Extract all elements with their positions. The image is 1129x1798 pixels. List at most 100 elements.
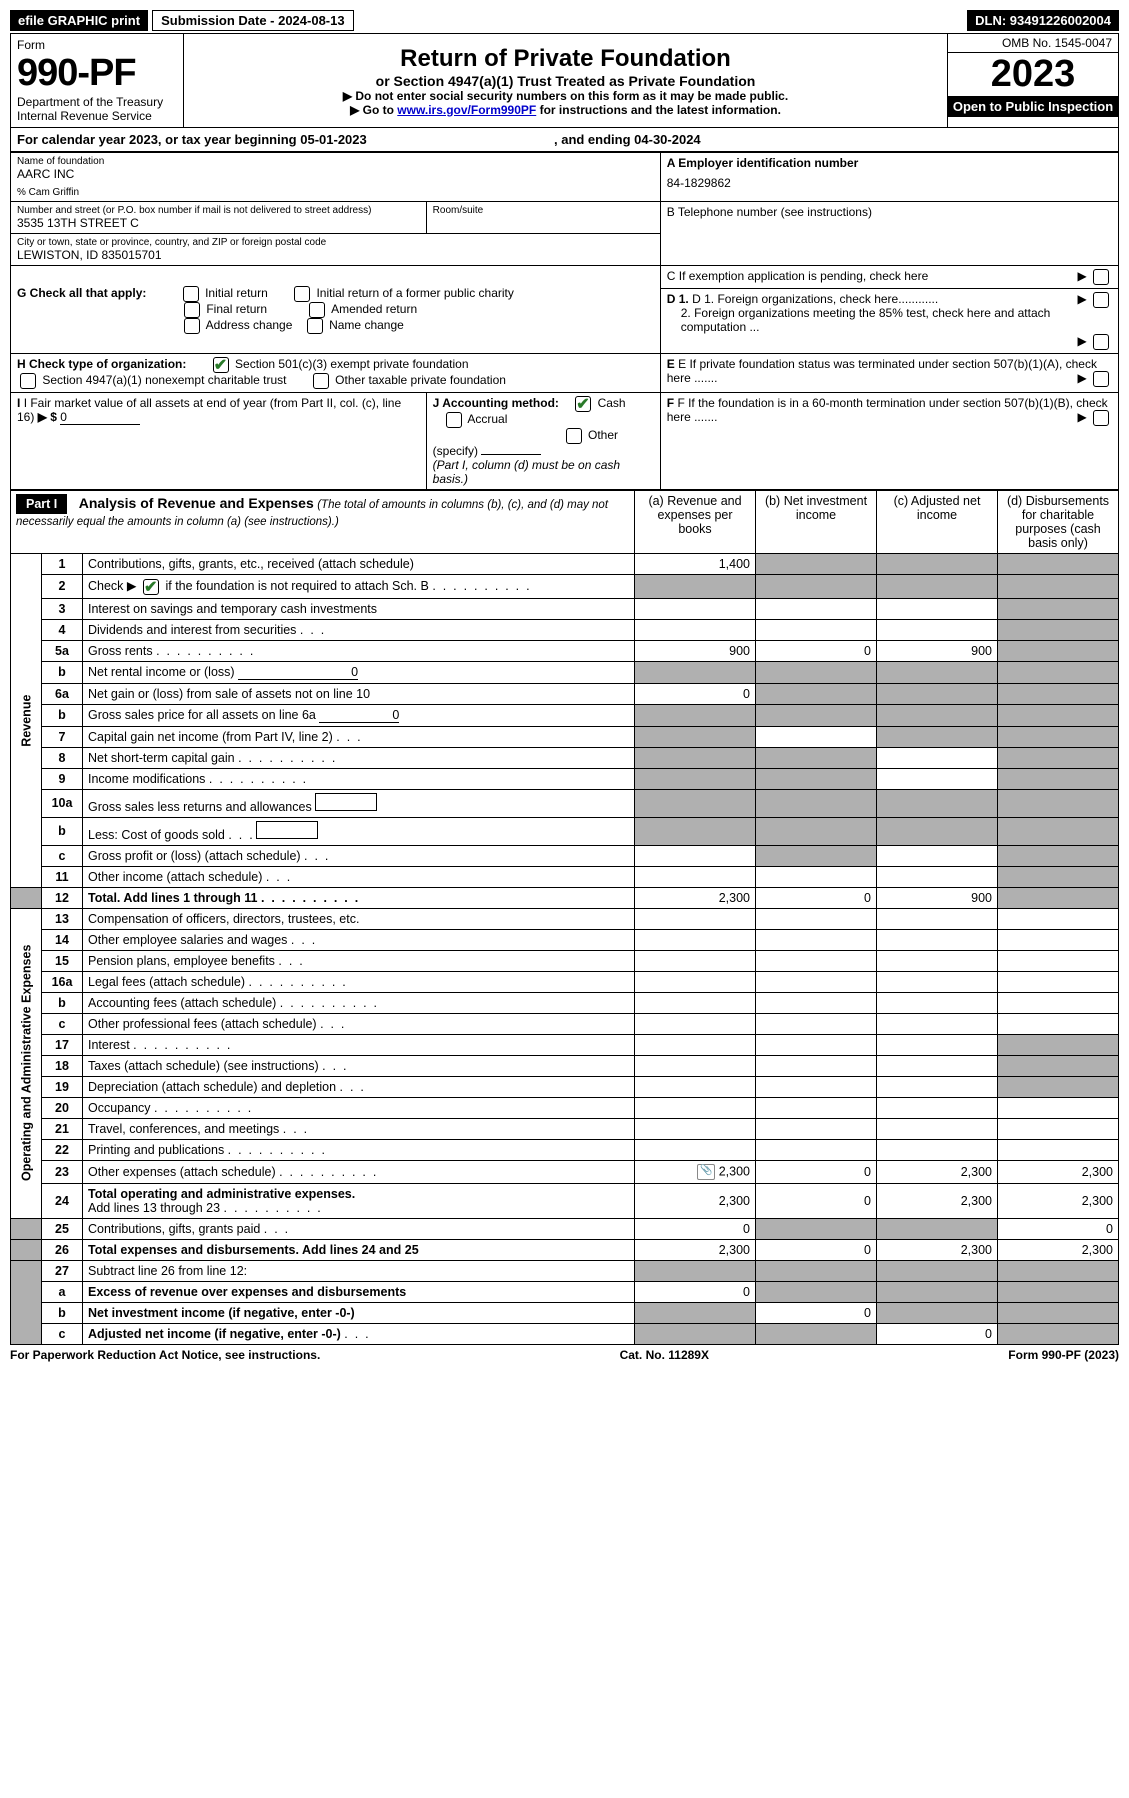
footer-right: Form 990-PF (2023) — [1008, 1348, 1119, 1362]
line-num: 14 — [42, 929, 83, 950]
schb-checkbox[interactable] — [143, 579, 159, 595]
ein-label: A Employer identification number — [667, 156, 1112, 170]
line-num: c — [42, 1323, 83, 1344]
val-a: 1,400 — [635, 554, 756, 575]
line-num: 10a — [42, 789, 83, 817]
g-address: Address change — [206, 318, 293, 332]
foundation-info-grid: Name of foundation AARC INC A Employer i… — [10, 152, 1119, 490]
l11d: Other income (attach schedule) — [88, 870, 262, 884]
initial-former-checkbox[interactable] — [294, 286, 310, 302]
line-desc: Net rental income or (loss) 0 — [83, 661, 635, 683]
val-c: 2,300 — [877, 1183, 998, 1218]
j-accrual-checkbox[interactable] — [446, 412, 462, 428]
line-desc: Gross sales less returns and allowances — [83, 789, 635, 817]
line-num: c — [42, 845, 83, 866]
line-desc: Total expenses and disbursements. Add li… — [83, 1239, 635, 1260]
attachment-icon[interactable]: 📎 — [697, 1164, 715, 1180]
line-desc: Total. Add lines 1 through 11 — [83, 887, 635, 908]
line-desc: Occupancy — [83, 1097, 635, 1118]
g-final: Final return — [206, 302, 267, 316]
table-row: c Gross profit or (loss) (attach schedul… — [11, 845, 1119, 866]
line-num: 1 — [42, 554, 83, 575]
g-initial: Initial return — [205, 286, 268, 300]
name-change-checkbox[interactable] — [307, 318, 323, 334]
efile-label[interactable]: efile GRAPHIC print — [10, 10, 148, 31]
l17d: Interest — [88, 1038, 130, 1052]
final-return-checkbox[interactable] — [184, 302, 200, 318]
line-desc: Legal fees (attach schedule) — [83, 971, 635, 992]
line-num: 16a — [42, 971, 83, 992]
j-cash-checkbox[interactable] — [575, 396, 591, 412]
val-b: 0 — [756, 1160, 877, 1183]
table-row: 21 Travel, conferences, and meetings — [11, 1118, 1119, 1139]
table-row: b Net investment income (if negative, en… — [11, 1302, 1119, 1323]
initial-return-checkbox[interactable] — [183, 286, 199, 302]
line-desc: Net investment income (if negative, ente… — [83, 1302, 635, 1323]
l10bd: Less: Cost of goods sold — [88, 828, 225, 842]
line-num: 15 — [42, 950, 83, 971]
h-other-checkbox[interactable] — [313, 373, 329, 389]
amended-checkbox[interactable] — [309, 302, 325, 318]
l14d: Other employee salaries and wages — [88, 933, 287, 947]
line-num: 23 — [42, 1160, 83, 1183]
val-a: 0 — [635, 683, 756, 704]
calendar-year-row: For calendar year 2023, or tax year begi… — [10, 128, 1119, 152]
f-checkbox[interactable] — [1093, 410, 1109, 426]
table-row: 12 Total. Add lines 1 through 11 2,300 0… — [11, 887, 1119, 908]
line-desc: Interest on savings and temporary cash i… — [83, 598, 635, 619]
cal-text-a: For calendar year 2023, or tax year begi… — [17, 132, 300, 147]
c-checkbox[interactable] — [1093, 269, 1109, 285]
line-desc: Adjusted net income (if negative, enter … — [83, 1323, 635, 1344]
line-num: 17 — [42, 1034, 83, 1055]
dept-label: Department of the Treasury — [17, 95, 177, 109]
l12d: Total. Add lines 1 through 11 — [88, 891, 257, 905]
l5b-inline: 0 — [238, 665, 358, 680]
part1-title: Analysis of Revenue and Expenses — [79, 495, 314, 511]
l21d: Travel, conferences, and meetings — [88, 1122, 279, 1136]
table-row: 18 Taxes (attach schedule) (see instruct… — [11, 1055, 1119, 1076]
val-c — [877, 554, 998, 575]
page-footer: For Paperwork Reduction Act Notice, see … — [10, 1345, 1119, 1365]
j-cash: Cash — [598, 396, 626, 410]
l22d: Printing and publications — [88, 1143, 224, 1157]
val-d: 2,300 — [998, 1160, 1119, 1183]
address-change-checkbox[interactable] — [184, 318, 200, 334]
line-num: 8 — [42, 747, 83, 768]
table-row: 11 Other income (attach schedule) — [11, 866, 1119, 887]
omb-number: OMB No. 1545-0047 — [948, 34, 1118, 53]
table-row: 2 Check ▶ if the foundation is not requi… — [11, 575, 1119, 599]
line-num: 9 — [42, 768, 83, 789]
table-row: 14 Other employee salaries and wages — [11, 929, 1119, 950]
val-b: 0 — [756, 1183, 877, 1218]
city-state-zip: LEWISTON, ID 835015701 — [17, 248, 654, 262]
val-c: 2,300 — [877, 1239, 998, 1260]
h-501c3-checkbox[interactable] — [213, 357, 229, 373]
val-d: 2,300 — [998, 1183, 1119, 1218]
h-4947-checkbox[interactable] — [20, 373, 36, 389]
part1-table: Part I Analysis of Revenue and Expenses … — [10, 490, 1119, 1345]
d1-checkbox[interactable] — [1093, 292, 1109, 308]
l15d: Pension plans, employee benefits — [88, 954, 275, 968]
form990pf-link[interactable]: www.irs.gov/Form990PF — [397, 103, 536, 117]
cal-text-b: , and ending — [554, 132, 634, 147]
line-num: 4 — [42, 619, 83, 640]
inst2-prefix: Go to — [363, 103, 398, 117]
val-d: 2,300 — [998, 1239, 1119, 1260]
table-row: 17 Interest — [11, 1034, 1119, 1055]
line-desc: Gross rents — [83, 640, 635, 661]
l10cd: Gross profit or (loss) (attach schedule) — [88, 849, 301, 863]
e-checkbox[interactable] — [1093, 371, 1109, 387]
line-desc: Other income (attach schedule) — [83, 866, 635, 887]
j-other-checkbox[interactable] — [566, 428, 582, 444]
opex-section-label: Operating and Administrative Expenses — [11, 908, 42, 1218]
l2-a: Check — [88, 579, 123, 593]
val-b: 0 — [756, 1239, 877, 1260]
table-row: Revenue 1 Contributions, gifts, grants, … — [11, 554, 1119, 575]
line-desc: Printing and publications — [83, 1139, 635, 1160]
dln-label: DLN: 93491226002004 — [967, 10, 1119, 31]
top-bar: efile GRAPHIC print Submission Date - 20… — [10, 10, 1119, 31]
j-label: J Accounting method: — [433, 396, 559, 410]
d2-checkbox[interactable] — [1093, 334, 1109, 350]
l4d: Dividends and interest from securities — [88, 623, 296, 637]
table-row: 26 Total expenses and disbursements. Add… — [11, 1239, 1119, 1260]
